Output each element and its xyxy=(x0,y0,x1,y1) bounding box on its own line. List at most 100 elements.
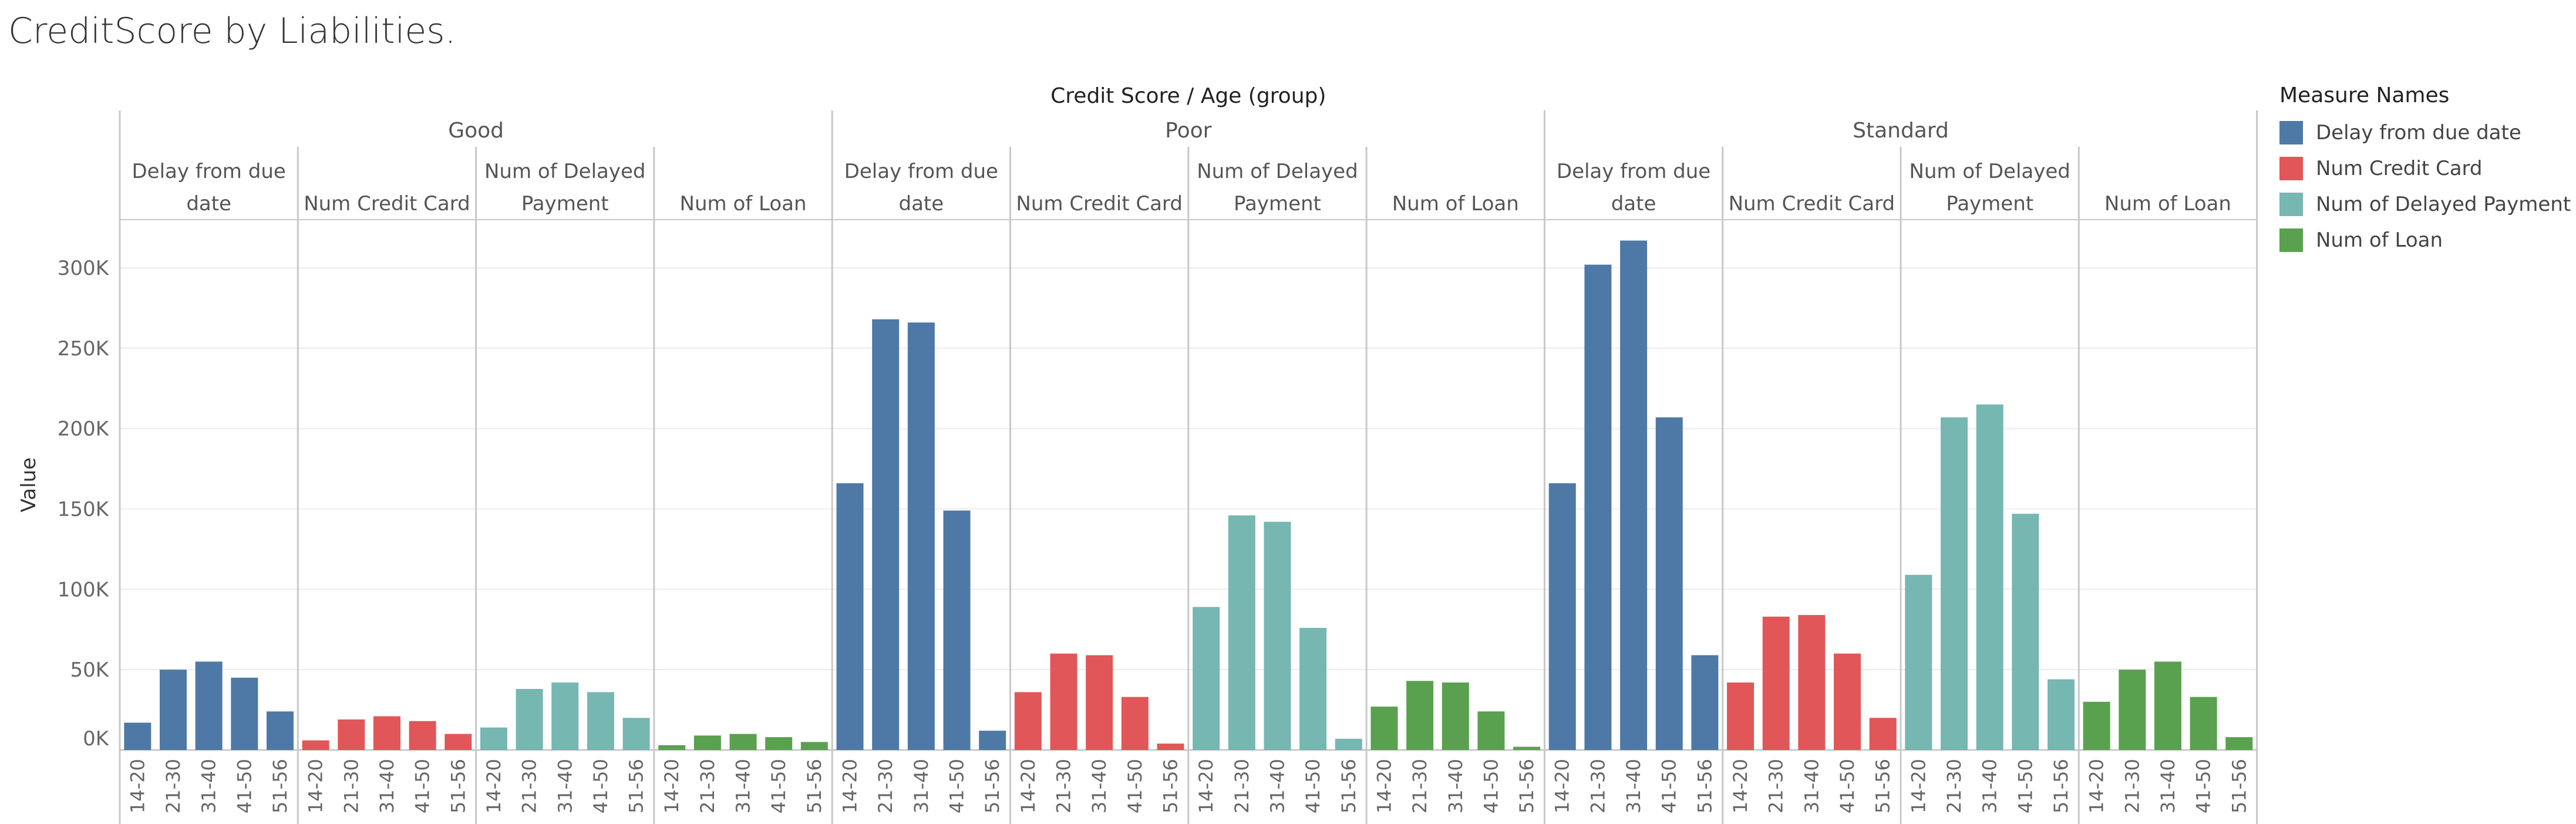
bar-poor-0 xyxy=(1014,692,1042,750)
legend-item[interactable]: Num of Loan xyxy=(2279,222,2571,258)
legend-item[interactable]: Delay from due date xyxy=(2279,115,2571,150)
legend-item[interactable]: Num Credit Card xyxy=(2279,150,2571,186)
x-tick-label: 14-20 xyxy=(1729,759,1752,813)
measure-header: date xyxy=(899,192,944,216)
measure-header: Num of Loan xyxy=(1392,192,1519,216)
x-tick-label: 21-30 xyxy=(1409,759,1431,813)
x-tick-label: 14-20 xyxy=(305,759,327,813)
x-tick-label: 14-20 xyxy=(2086,759,2108,813)
bar-standard-3 xyxy=(2190,697,2217,750)
x-tick-label: 14-20 xyxy=(1017,759,1039,813)
bar-good-3 xyxy=(765,737,793,750)
x-tick-label: 41-50 xyxy=(1658,759,1681,813)
x-tick-label: 51-56 xyxy=(2228,759,2250,813)
x-tick-label: 51-56 xyxy=(269,759,291,813)
y-tick-label: 0K xyxy=(83,727,110,751)
x-tick-label: 21-30 xyxy=(1231,759,1253,813)
bar-standard-3 xyxy=(1834,653,1861,750)
bar-poor-4 xyxy=(1513,746,1541,750)
bar-good-4 xyxy=(622,718,650,750)
legend-swatch xyxy=(2279,120,2303,144)
bar-standard-2 xyxy=(2154,661,2181,750)
x-tick-label: 21-30 xyxy=(518,759,541,813)
x-tick-label: 51-56 xyxy=(2050,759,2072,813)
bar-standard-4 xyxy=(1691,655,1719,750)
bar-good-1 xyxy=(693,735,721,750)
x-tick-label: 51-56 xyxy=(625,759,648,813)
x-tick-label: 31-40 xyxy=(1088,759,1110,813)
x-tick-label: 31-40 xyxy=(732,759,755,813)
x-tick-label: 41-50 xyxy=(1836,759,1858,813)
x-tick-label: 31-40 xyxy=(1444,759,1467,813)
legend-label: Num Credit Card xyxy=(2316,156,2483,180)
bar-good-0 xyxy=(480,727,507,750)
group-label-poor: Poor xyxy=(1165,119,1211,143)
measure-header: Num of Delayed xyxy=(1909,160,2070,183)
bar-poor-1 xyxy=(1406,681,1434,750)
x-tick-label: 41-50 xyxy=(767,759,790,813)
bar-standard-1 xyxy=(1762,616,1790,750)
x-tick-label: 21-30 xyxy=(2121,759,2143,813)
x-tick-label: 41-50 xyxy=(1124,759,1146,813)
x-tick-label: 21-30 xyxy=(1052,759,1075,813)
legend-swatch xyxy=(2279,228,2303,252)
bar-poor-4 xyxy=(1157,744,1184,750)
bar-poor-3 xyxy=(1121,697,1149,750)
y-tick-label: 50K xyxy=(70,658,109,682)
x-tick-label: 31-40 xyxy=(376,759,398,813)
y-tick-label: 100K xyxy=(58,578,110,601)
bar-good-0 xyxy=(124,722,151,750)
bar-standard-3 xyxy=(1655,417,1683,750)
bar-good-2 xyxy=(729,734,757,750)
bar-poor-3 xyxy=(1299,628,1327,750)
x-tick-label: 21-30 xyxy=(874,759,897,813)
x-tick-label: 21-30 xyxy=(162,759,184,813)
bar-standard-0 xyxy=(1905,574,1932,750)
x-tick-label: 21-30 xyxy=(696,759,719,813)
bar-poor-2 xyxy=(1442,682,1469,750)
legend-title: Measure Names xyxy=(2279,83,2450,107)
x-tick-label: 51-56 xyxy=(1516,759,1538,813)
bar-poor-2 xyxy=(907,322,935,750)
legend-item[interactable]: Num of Delayed Payment xyxy=(2279,186,2571,222)
x-tick-label: 31-40 xyxy=(1800,759,1823,813)
x-tick-label: 21-30 xyxy=(1765,759,1787,813)
x-tick-label: 14-20 xyxy=(483,759,505,813)
x-tick-label: 51-56 xyxy=(981,759,1004,813)
y-tick-label: 150K xyxy=(58,498,110,522)
x-tick-label: 41-50 xyxy=(233,759,255,813)
x-tick-label: 14-20 xyxy=(1551,759,1574,813)
measure-header: Delay from due xyxy=(844,160,998,183)
bar-standard-0 xyxy=(1727,682,1755,750)
bar-good-3 xyxy=(231,677,258,750)
legend-label: Num of Delayed Payment xyxy=(2316,192,2571,216)
x-tick-label: 14-20 xyxy=(1907,759,1930,813)
bar-poor-3 xyxy=(943,510,971,750)
x-tick-label: 41-50 xyxy=(590,759,612,813)
bar-poor-1 xyxy=(1228,515,1255,750)
bar-good-3 xyxy=(409,721,436,750)
x-tick-label: 31-40 xyxy=(1266,759,1288,813)
group-label-good: Good xyxy=(448,119,504,143)
measure-header: Num Credit Card xyxy=(1016,192,1183,216)
measure-header: Num Credit Card xyxy=(1729,192,1895,216)
bar-standard-2 xyxy=(1620,240,1648,750)
bar-good-0 xyxy=(302,740,329,750)
y-tick-label: 300K xyxy=(58,257,110,280)
legend-swatch xyxy=(2279,192,2303,216)
bar-good-4 xyxy=(266,711,294,750)
y-tick-label: 250K xyxy=(58,337,110,361)
measure-header: Delay from due xyxy=(132,160,286,183)
bar-poor-0 xyxy=(1193,607,1220,750)
bar-good-1 xyxy=(516,689,543,750)
measure-header: Delay from due xyxy=(1557,160,1710,183)
x-tick-label: 51-56 xyxy=(1693,759,1716,813)
bar-standard-1 xyxy=(1940,417,1968,750)
measure-header: Payment xyxy=(1234,192,1321,216)
x-tick-label: 51-56 xyxy=(447,759,469,813)
chart-title: CreditScore by Liabilities. xyxy=(8,11,456,52)
x-tick-label: 31-40 xyxy=(2157,759,2179,813)
y-axis-label: Value xyxy=(17,458,41,512)
x-tick-label: 14-20 xyxy=(1195,759,1217,813)
bar-poor-0 xyxy=(1371,707,1398,750)
